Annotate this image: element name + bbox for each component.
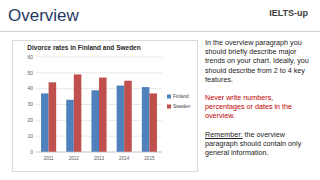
slide-title: Overview [8, 6, 79, 26]
bar [74, 74, 82, 152]
x-tick-label: 2012 [69, 156, 80, 161]
bar [149, 93, 157, 152]
y-tick-label: 40 [27, 85, 33, 91]
paragraph: In the overview paragraph you should bri… [205, 38, 313, 84]
logo: IELTS-up [269, 8, 308, 18]
legend-label: Finland [173, 94, 189, 99]
bar [66, 100, 74, 152]
bar [124, 81, 132, 152]
warning: Never write numbers, percentages or date… [205, 93, 313, 121]
bar [91, 90, 99, 152]
legend-label: Sweden [173, 104, 191, 109]
x-tick-label: 2015 [144, 156, 155, 161]
chart-title: Divorce rates in Finland and Sweden [27, 44, 140, 51]
y-tick-label: 0 [30, 149, 33, 155]
chart-frame [13, 41, 198, 172]
y-tick-label: 20 [27, 117, 33, 123]
grid-line [36, 57, 162, 58]
bars [41, 74, 157, 152]
x-axis [36, 152, 162, 153]
legend-swatch [167, 105, 171, 109]
chart: Divorce rates in Finland and Sweden 0 10 20… [12, 40, 198, 172]
legend-swatch [167, 95, 171, 99]
grid-line [36, 72, 162, 73]
y-tick-label: 60 [27, 54, 33, 60]
y-tick-label: 30 [27, 101, 33, 107]
bar [49, 82, 57, 152]
bar [142, 87, 150, 152]
bar [99, 78, 107, 152]
bar [41, 93, 49, 152]
x-tick-label: 2014 [119, 156, 130, 161]
x-tick-label: 2013 [94, 156, 105, 161]
y-tick-label: 50 [27, 70, 33, 76]
x-tick-label: 2011 [44, 156, 54, 161]
bar [117, 86, 125, 153]
remember-label: Remember: [205, 130, 243, 139]
text-box: In the overview paragraph you should bri… [205, 38, 313, 166]
title-rule [0, 31, 320, 32]
remember: Remember: the overview paragraph should … [205, 130, 313, 158]
y-tick-label: 10 [27, 133, 33, 139]
